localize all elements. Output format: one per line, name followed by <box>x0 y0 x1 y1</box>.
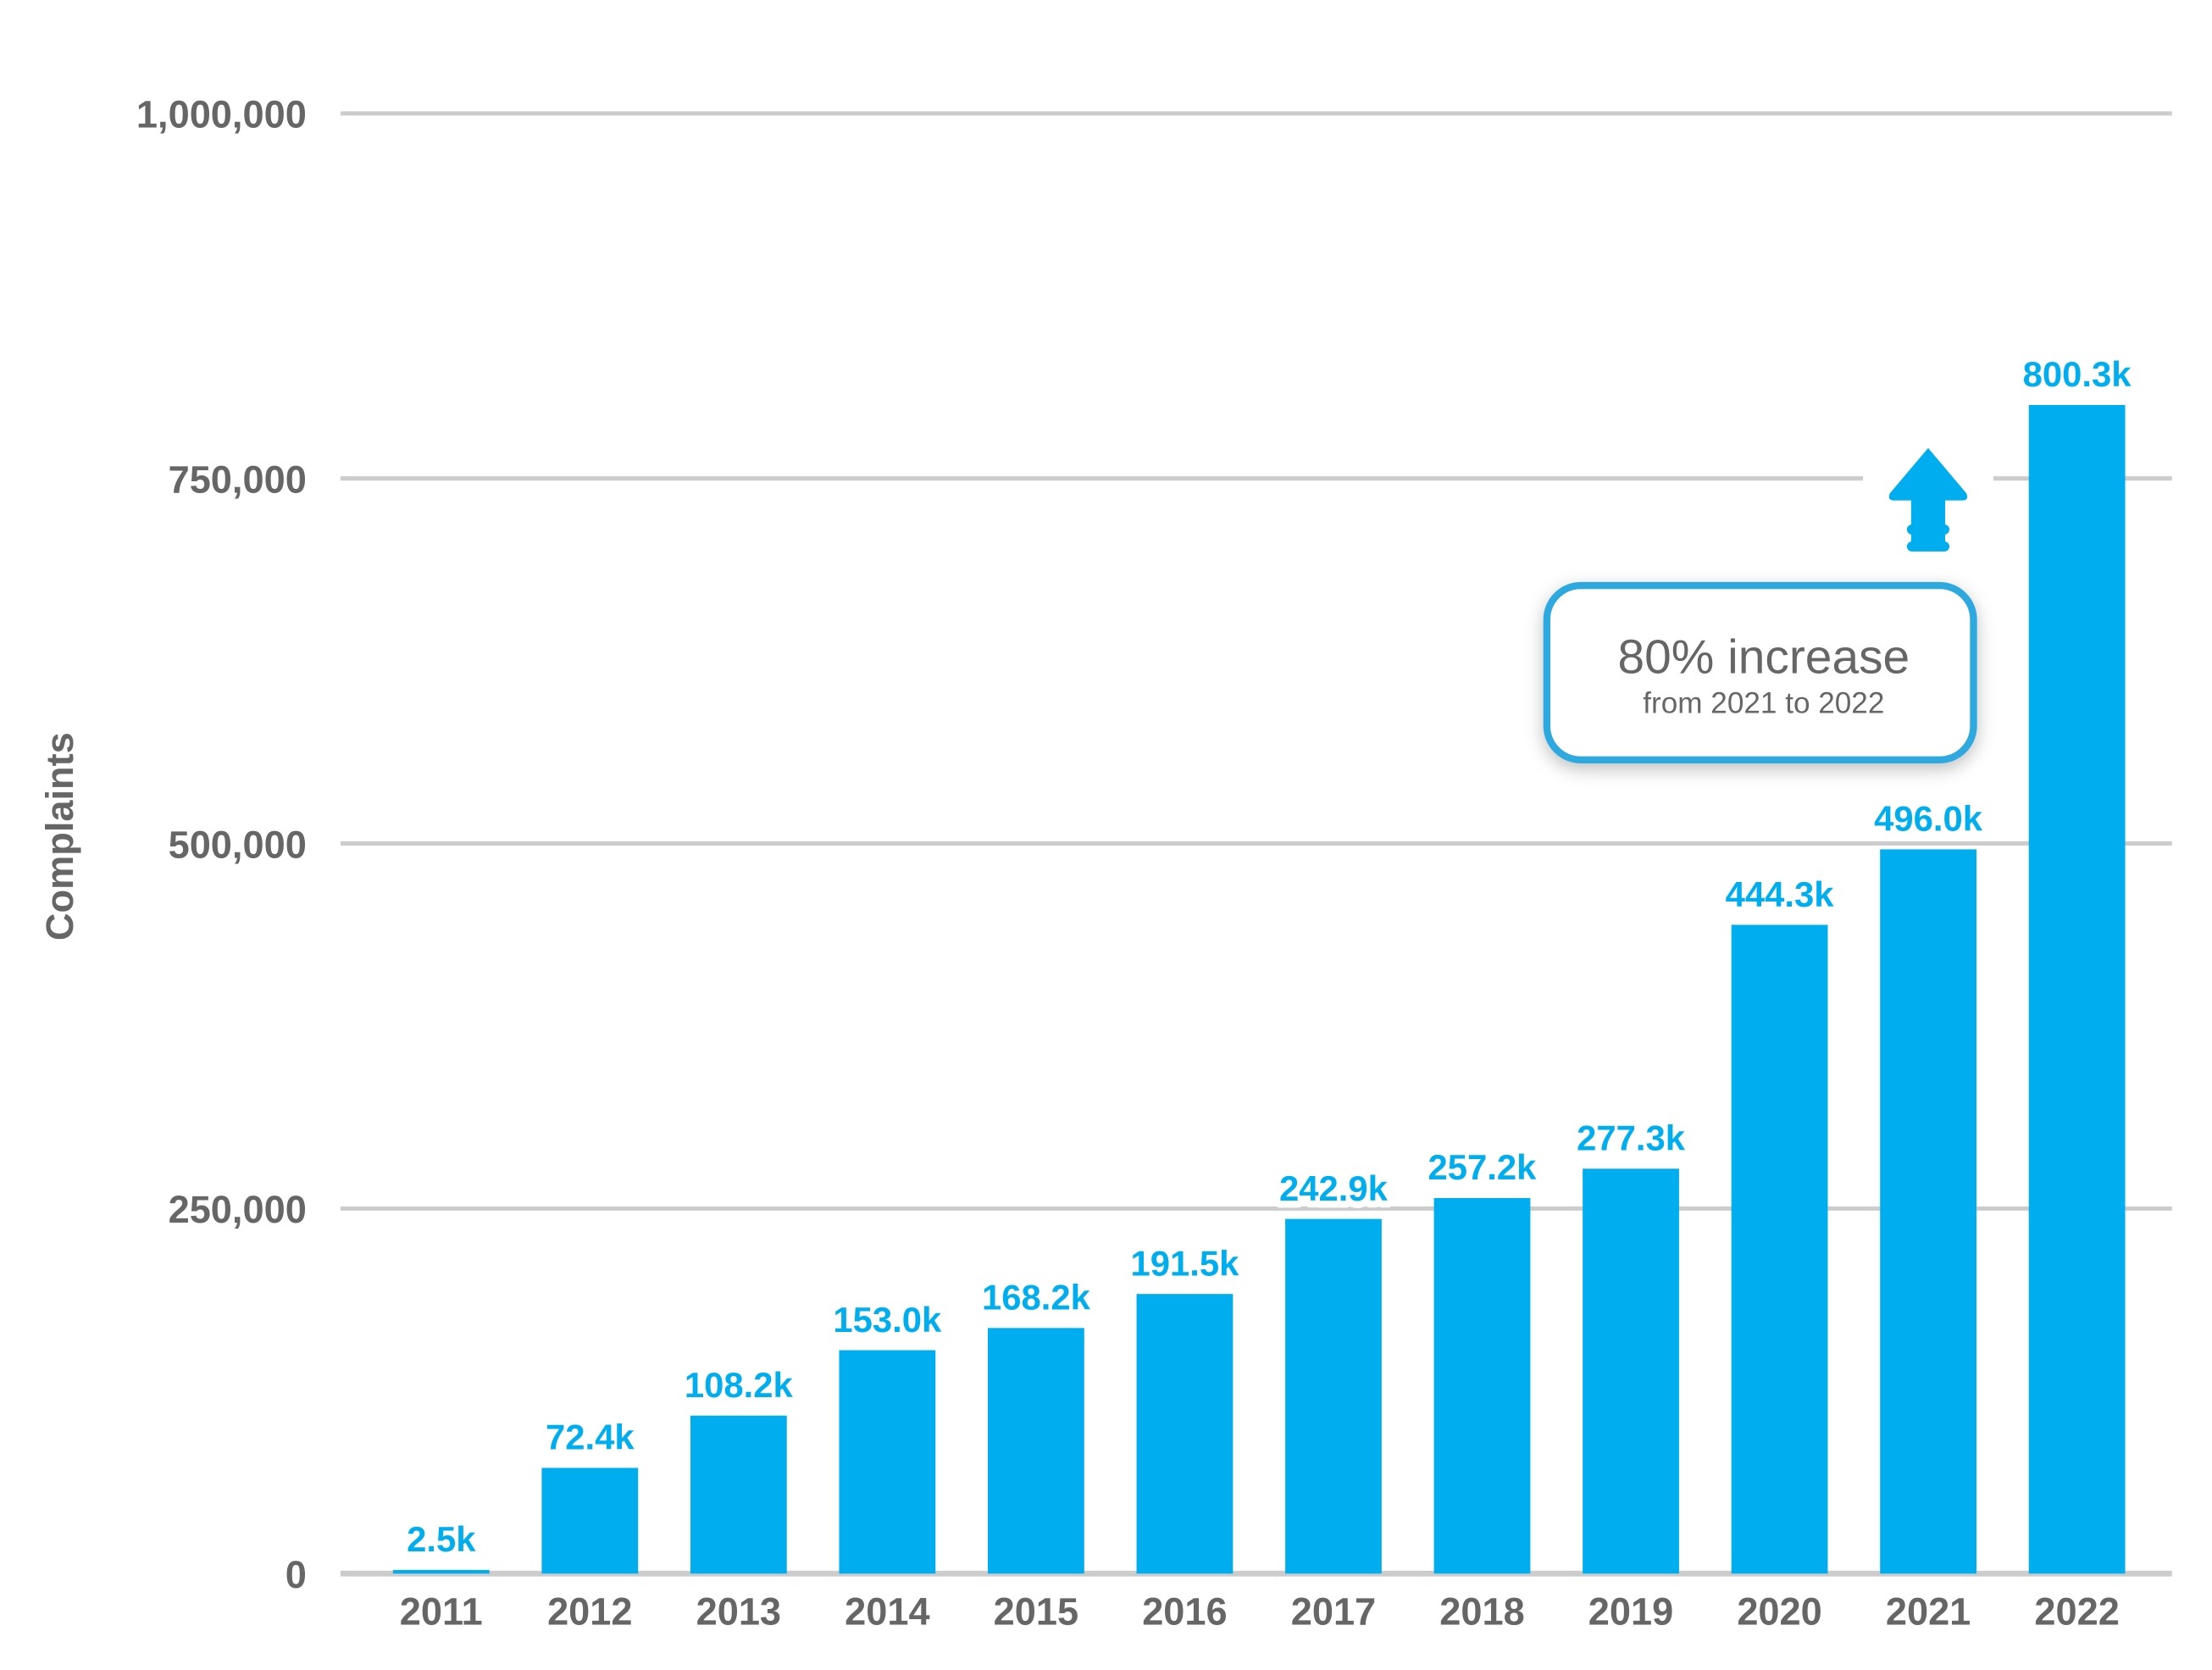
data-label: 496.0k <box>1874 799 1983 839</box>
callout-headline: 80% increase <box>1618 631 1910 685</box>
y-tick-label: 500,000 <box>169 823 307 866</box>
y-tick-label: 250,000 <box>169 1188 307 1231</box>
bar-2022 <box>2028 405 2126 1574</box>
y-tick-label: 0 <box>286 1553 307 1596</box>
data-label: 800.3k <box>2023 354 2132 394</box>
annotation-callout: 80% increase from 2021 to 2022 <box>1543 581 1977 764</box>
bar-2016 <box>1136 1294 1234 1574</box>
y-tick-label: 1,000,000 <box>136 93 307 136</box>
bars <box>392 405 2126 1574</box>
bar-2021 <box>1880 849 1976 1574</box>
x-tick-label: 2022 <box>2034 1590 2119 1633</box>
x-tick-label: 2015 <box>994 1590 1078 1633</box>
data-label: 108.2k <box>685 1365 794 1405</box>
data-label: 242.9k <box>1279 1168 1389 1208</box>
callout-subline: from 2021 to 2022 <box>1643 687 1884 720</box>
bar-2012 <box>541 1467 639 1574</box>
data-label: 257.2k <box>1428 1147 1538 1187</box>
up-arrow-icon <box>1862 442 1993 562</box>
data-labels: 2.5k 72.4k 108.2k 153.0k 168.2k 191.5k 242.9k 2… <box>400 347 2139 1567</box>
x-tick-label: 2013 <box>696 1590 781 1633</box>
bar-2018 <box>1433 1197 1531 1574</box>
y-axis-label: Complaints <box>38 732 81 940</box>
x-tick-label: 2017 <box>1291 1590 1376 1633</box>
data-label: 277.3k <box>1577 1118 1686 1158</box>
x-tick-label: 2018 <box>1439 1590 1524 1633</box>
data-label: 72.4k <box>546 1418 635 1457</box>
x-tick-label: 2014 <box>845 1590 929 1633</box>
bar-2011 <box>392 1569 490 1574</box>
x-tick-label: 2020 <box>1737 1590 1821 1633</box>
x-tick-label: 2021 <box>1886 1590 1971 1633</box>
bar-2019 <box>1583 1168 1679 1574</box>
bar-2020 <box>1731 924 1828 1574</box>
bar-2014 <box>839 1350 936 1574</box>
x-tick-label: 2019 <box>1588 1590 1673 1633</box>
arrow-head <box>1888 447 1968 551</box>
x-axis-ticks: 2011 2012 2013 2014 2015 2016 2017 2018 2019 2020… <box>400 1590 2120 1633</box>
bar-2017 <box>1285 1218 1382 1574</box>
data-label: 191.5k <box>1130 1243 1239 1283</box>
arrow-dash <box>1906 541 1950 552</box>
data-label: 168.2k <box>982 1278 1091 1318</box>
x-tick-label: 2011 <box>400 1590 483 1633</box>
data-label: 444.3k <box>1726 874 1835 914</box>
x-tick-label: 2016 <box>1142 1590 1227 1633</box>
data-label: 2.5k <box>407 1519 476 1559</box>
y-tick-label: 750,000 <box>169 458 307 501</box>
callout-box <box>1543 581 1977 764</box>
arrow-dash <box>1906 524 1950 535</box>
data-label: 153.0k <box>833 1300 942 1340</box>
x-tick-label: 2012 <box>547 1590 632 1633</box>
y-axis-ticks: 0 250,000 500,000 750,000 1,000,000 <box>136 93 307 1596</box>
bar-2013 <box>690 1415 787 1574</box>
bar-2015 <box>988 1328 1084 1574</box>
